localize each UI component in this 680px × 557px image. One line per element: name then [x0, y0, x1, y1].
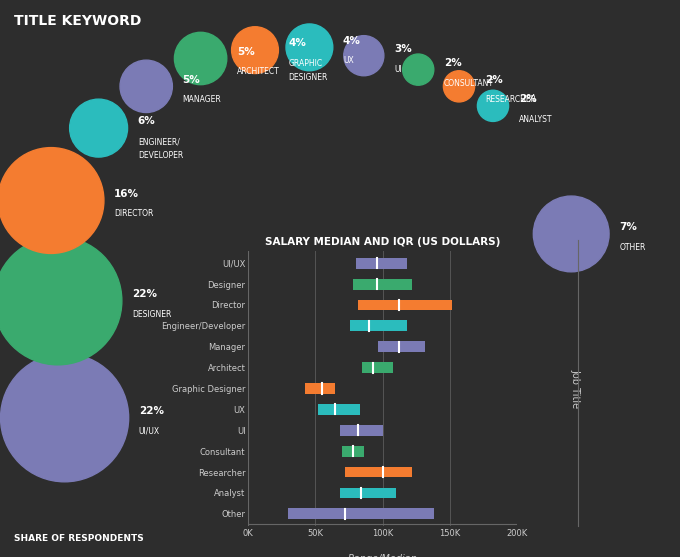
Ellipse shape: [175, 32, 226, 85]
Ellipse shape: [1, 354, 129, 482]
Title: SALARY MEDIAN AND IQR (US DOLLARS): SALARY MEDIAN AND IQR (US DOLLARS): [265, 237, 500, 247]
Text: 2%: 2%: [519, 94, 537, 104]
Text: ANALYST: ANALYST: [519, 115, 552, 124]
Bar: [350, 320, 407, 331]
Text: 4%: 4%: [288, 38, 307, 48]
Ellipse shape: [120, 60, 172, 113]
Bar: [342, 446, 364, 457]
Text: 2%: 2%: [444, 58, 462, 68]
Text: GRAPHIC: GRAPHIC: [288, 59, 323, 68]
Bar: [288, 509, 434, 519]
Ellipse shape: [344, 36, 384, 76]
Bar: [318, 404, 360, 415]
Ellipse shape: [443, 71, 475, 102]
Text: ENGINEER/: ENGINEER/: [138, 137, 180, 146]
Bar: [339, 425, 382, 436]
Text: UX: UX: [343, 56, 354, 65]
Text: ARCHITECT: ARCHITECT: [237, 67, 279, 76]
Text: DESIGNER: DESIGNER: [288, 73, 328, 82]
Bar: [353, 278, 412, 290]
Text: 7%: 7%: [619, 222, 637, 232]
Ellipse shape: [477, 90, 509, 121]
Text: OTHER: OTHER: [619, 243, 645, 252]
Text: Range/Median: Range/Median: [347, 554, 418, 557]
Bar: [358, 300, 452, 310]
Bar: [345, 467, 412, 477]
Text: 3%: 3%: [394, 44, 412, 54]
Bar: [362, 362, 393, 373]
Text: CONSULTANT: CONSULTANT: [444, 79, 494, 87]
Text: DESIGNER: DESIGNER: [132, 310, 171, 319]
Text: 16%: 16%: [114, 189, 139, 199]
Text: RESEARCHER: RESEARCHER: [485, 95, 536, 104]
Ellipse shape: [0, 237, 122, 365]
Ellipse shape: [0, 148, 104, 253]
Text: TITLE KEYWORD: TITLE KEYWORD: [14, 14, 141, 28]
Ellipse shape: [533, 196, 609, 272]
Text: 5%: 5%: [237, 47, 255, 57]
Text: MANAGER: MANAGER: [182, 95, 221, 104]
Bar: [379, 341, 426, 352]
Text: 5%: 5%: [182, 75, 201, 85]
Bar: [305, 383, 335, 394]
Ellipse shape: [286, 24, 333, 71]
Ellipse shape: [69, 99, 128, 157]
Ellipse shape: [232, 27, 278, 74]
Text: 6%: 6%: [138, 116, 156, 126]
Text: DIRECTOR: DIRECTOR: [114, 209, 154, 218]
Text: 2%: 2%: [485, 75, 503, 85]
Text: Job Title: Job Title: [571, 369, 581, 408]
Bar: [339, 487, 396, 499]
Text: UI/UX: UI/UX: [139, 427, 160, 436]
Text: 22%: 22%: [132, 289, 157, 299]
Text: UI: UI: [394, 65, 402, 74]
Text: SHARE OF RESPONDENTS: SHARE OF RESPONDENTS: [14, 534, 143, 543]
Text: DEVELOPER: DEVELOPER: [138, 151, 183, 160]
Ellipse shape: [403, 54, 434, 85]
Text: 22%: 22%: [139, 406, 164, 416]
Bar: [356, 258, 407, 268]
Text: 4%: 4%: [343, 36, 361, 46]
